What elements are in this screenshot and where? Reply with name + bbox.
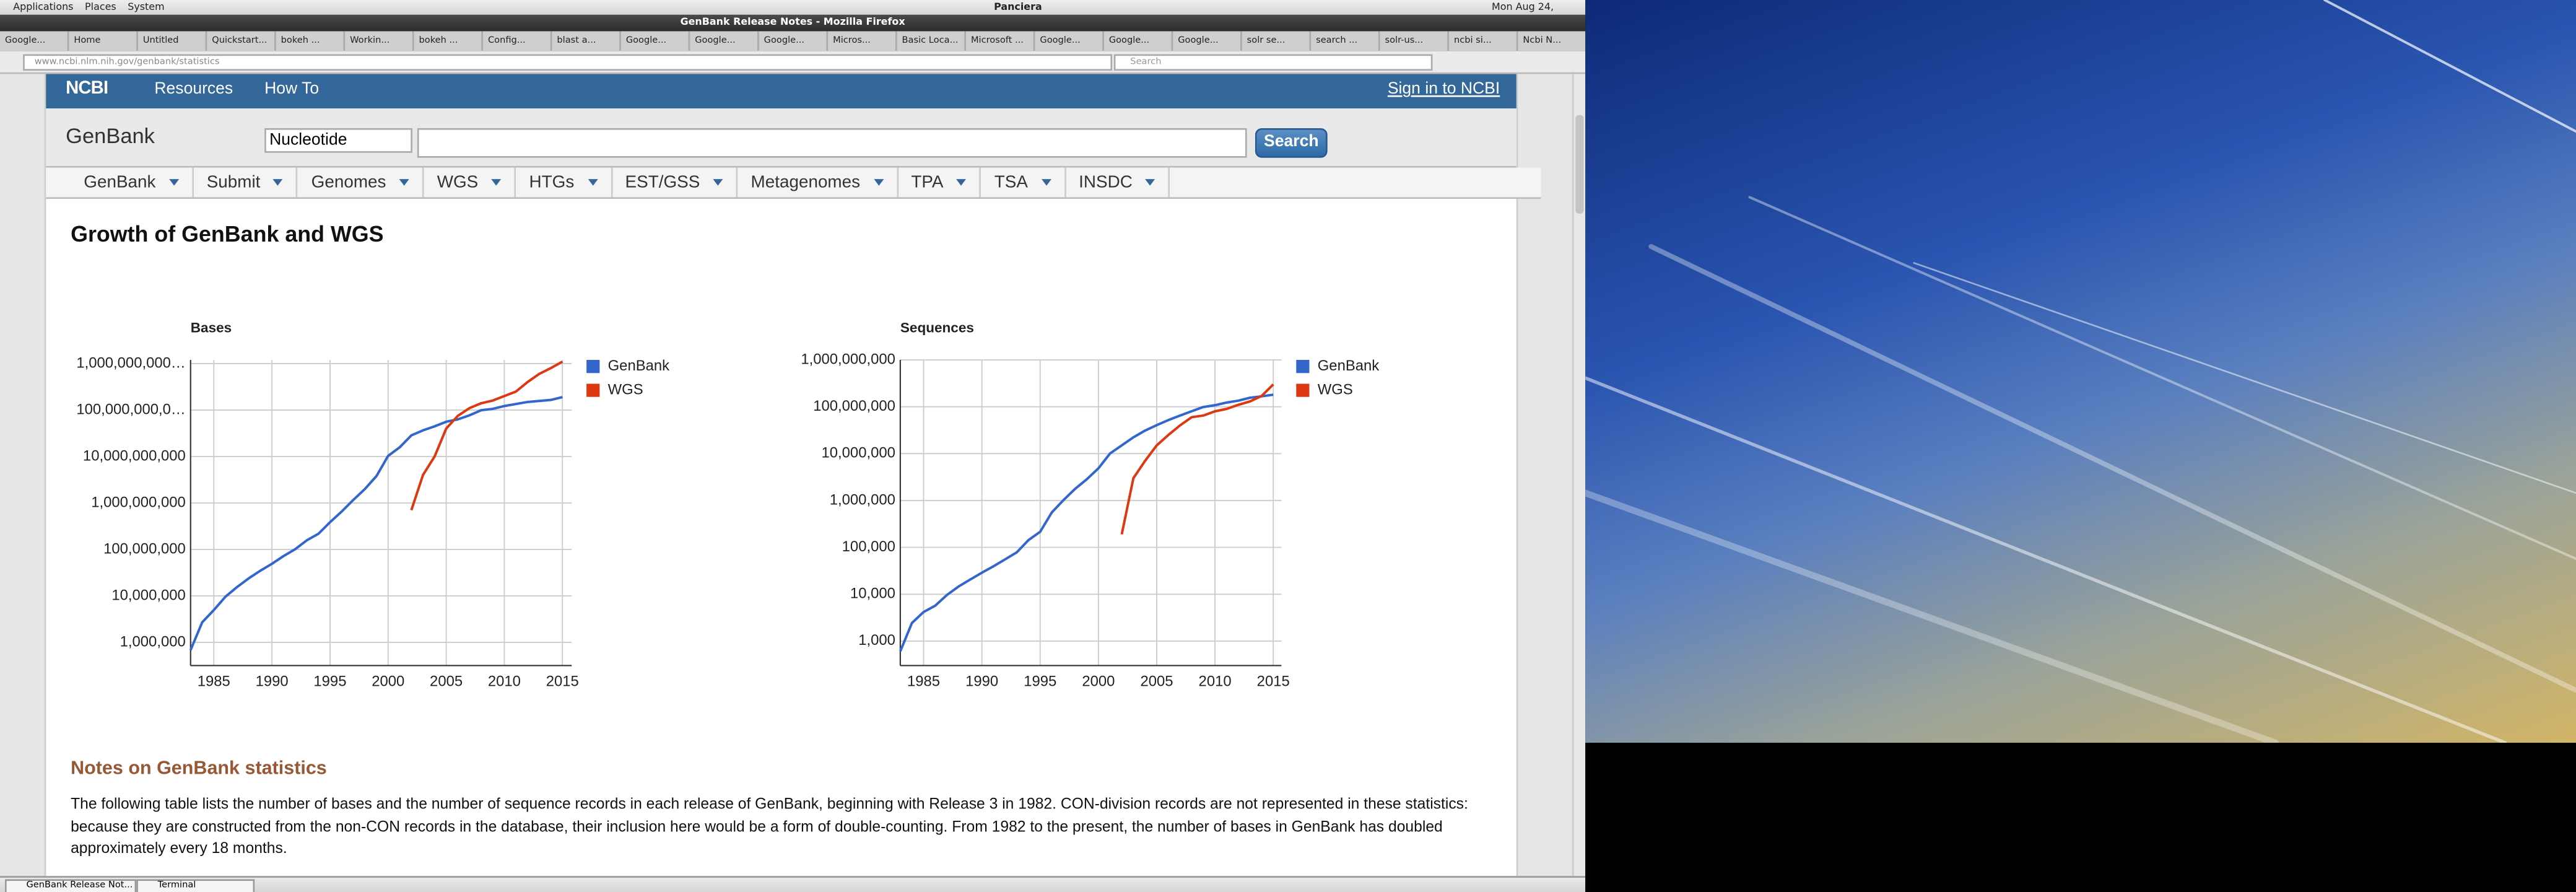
tab[interactable]: solr-us... [1380,31,1449,51]
menu-item[interactable]: Submit [193,167,298,198]
tab[interactable]: search ... [1311,31,1380,51]
search-input[interactable] [417,128,1247,158]
menu-item[interactable]: TPA [898,167,981,198]
tab[interactable]: Config... [483,31,552,51]
search-bar: GenBank Nucleotide Search [46,108,1516,168]
notes-paragraph: The following table lists the number of … [71,795,1468,857]
tab[interactable]: bokeh ... [414,31,483,51]
tab[interactable]: Google... [759,31,829,51]
desktop-black [1585,743,2576,892]
panel-user: Panciera [994,1,1042,14]
tab[interactable]: Google... [1035,31,1104,51]
tab[interactable]: Micros... [828,31,897,51]
panel-menu[interactable]: System [128,1,165,14]
tab[interactable]: Basic Loca... [897,31,966,51]
nav-link[interactable]: Resources [154,80,233,99]
tab[interactable]: Quickstart... [207,31,276,51]
tab[interactable]: ncbi si... [1449,31,1518,51]
tab[interactable]: Google... [690,31,759,51]
wallpaper-streaks [1585,0,2576,743]
page-heading: Growth of GenBank and WGS [71,222,384,247]
tab[interactable]: Google... [0,31,69,51]
menu-bar: GenBank Submit Genomes WGS HTGs EST/GSS Metage… [46,167,1541,199]
sign-in[interactable]: Sign in to NCBI [1387,80,1500,99]
tab[interactable]: Home [69,31,138,51]
menu-item[interactable]: HTGs [516,167,612,198]
scroll-thumb[interactable] [1575,115,1584,214]
menu-item[interactable]: GenBank [71,167,194,198]
tab[interactable]: Untitled [138,31,207,51]
tab-strip: Google... Home Untitled Quickstart... bokeh … [0,31,1586,51]
tab[interactable]: solr se... [1242,31,1312,51]
scrollbar[interactable] [1572,74,1586,877]
ncbi-logo[interactable]: NCBI [66,79,108,99]
task-button[interactable]: GenBank Release Not... [4,879,137,892]
tab[interactable]: bokeh ... [276,31,346,51]
tab[interactable]: blast a... [552,31,621,51]
tab[interactable]: Workin... [345,31,414,51]
taskbar: GenBank Release Not... Terminal [0,876,1586,892]
url-field[interactable]: www.ncbi.nlm.nih.gov/genbank/statistics [23,54,1113,71]
tab[interactable]: Ncbi N... [1518,31,1585,51]
menu-item[interactable]: Metagenomes [738,167,899,198]
nav-bar: www.ncbi.nlm.nih.gov/genbank/statistics … [0,51,1586,74]
search-field[interactable]: Search [1113,54,1433,71]
db-title: GenBank [66,123,155,148]
tab[interactable]: Microsoft ... [966,31,1035,51]
document: NCBI Resources How To Sign in to NCBI Ge… [44,74,1541,877]
window-title: GenBank Release Notes - Mozilla Firefox [0,14,1586,32]
tab[interactable]: Google... [621,31,690,51]
menu-item[interactable]: Genomes [298,167,424,198]
search-button[interactable]: Search [1255,128,1328,158]
tab[interactable]: Google... [1173,31,1242,51]
viewport: NCBI Resources How To Sign in to NCBI Ge… [0,74,1572,877]
panel-menu[interactable]: Applications [13,1,74,14]
menu-item[interactable]: WGS [424,167,516,198]
notes-heading: Notes on GenBank statistics [71,759,327,779]
task-button[interactable]: Terminal [136,879,255,892]
db-select[interactable]: Nucleotide [264,128,412,153]
ncbi-header: NCBI Resources How To Sign in to NCBI [46,74,1516,109]
panel-menu[interactable]: Places [85,1,116,14]
menu-item[interactable]: TSA [981,167,1066,198]
wallpaper [1585,0,2576,743]
nav-link[interactable]: How To [264,80,320,99]
tab[interactable]: Google... [1104,31,1173,51]
top-panel: Applications Places System Panciera Mon Au… [0,0,1586,28]
menu-item[interactable]: INSDC [1066,167,1170,198]
menu-item[interactable]: EST/GSS [612,167,738,198]
